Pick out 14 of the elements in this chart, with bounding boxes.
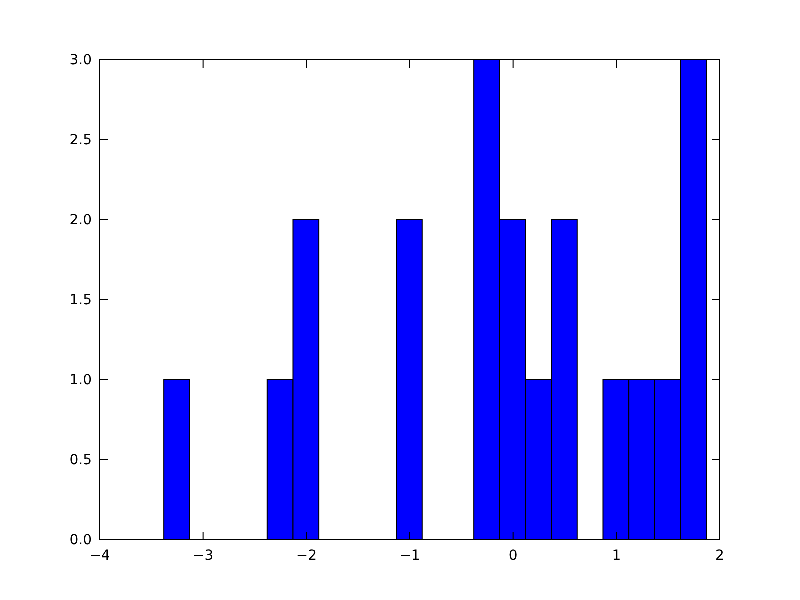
y-tick-label: 0.0 xyxy=(70,532,92,548)
y-tick-label: 2.5 xyxy=(70,132,92,148)
y-tick-label: 1.5 xyxy=(70,292,92,308)
x-tick-label: 0 xyxy=(508,548,518,564)
x-tick-label: −4 xyxy=(90,548,110,564)
y-tick-label: 1.0 xyxy=(70,372,92,388)
y-tick-label: 2.0 xyxy=(70,212,92,228)
x-tick-label: −1 xyxy=(400,548,420,564)
x-tick-label: −3 xyxy=(193,548,214,564)
y-tick-label: 3.0 xyxy=(70,52,92,68)
y-tick-label: 0.5 xyxy=(70,452,92,468)
x-tick-label: −2 xyxy=(296,548,317,564)
x-tick-label: 2 xyxy=(716,548,724,564)
x-tick-label: 1 xyxy=(612,548,622,564)
